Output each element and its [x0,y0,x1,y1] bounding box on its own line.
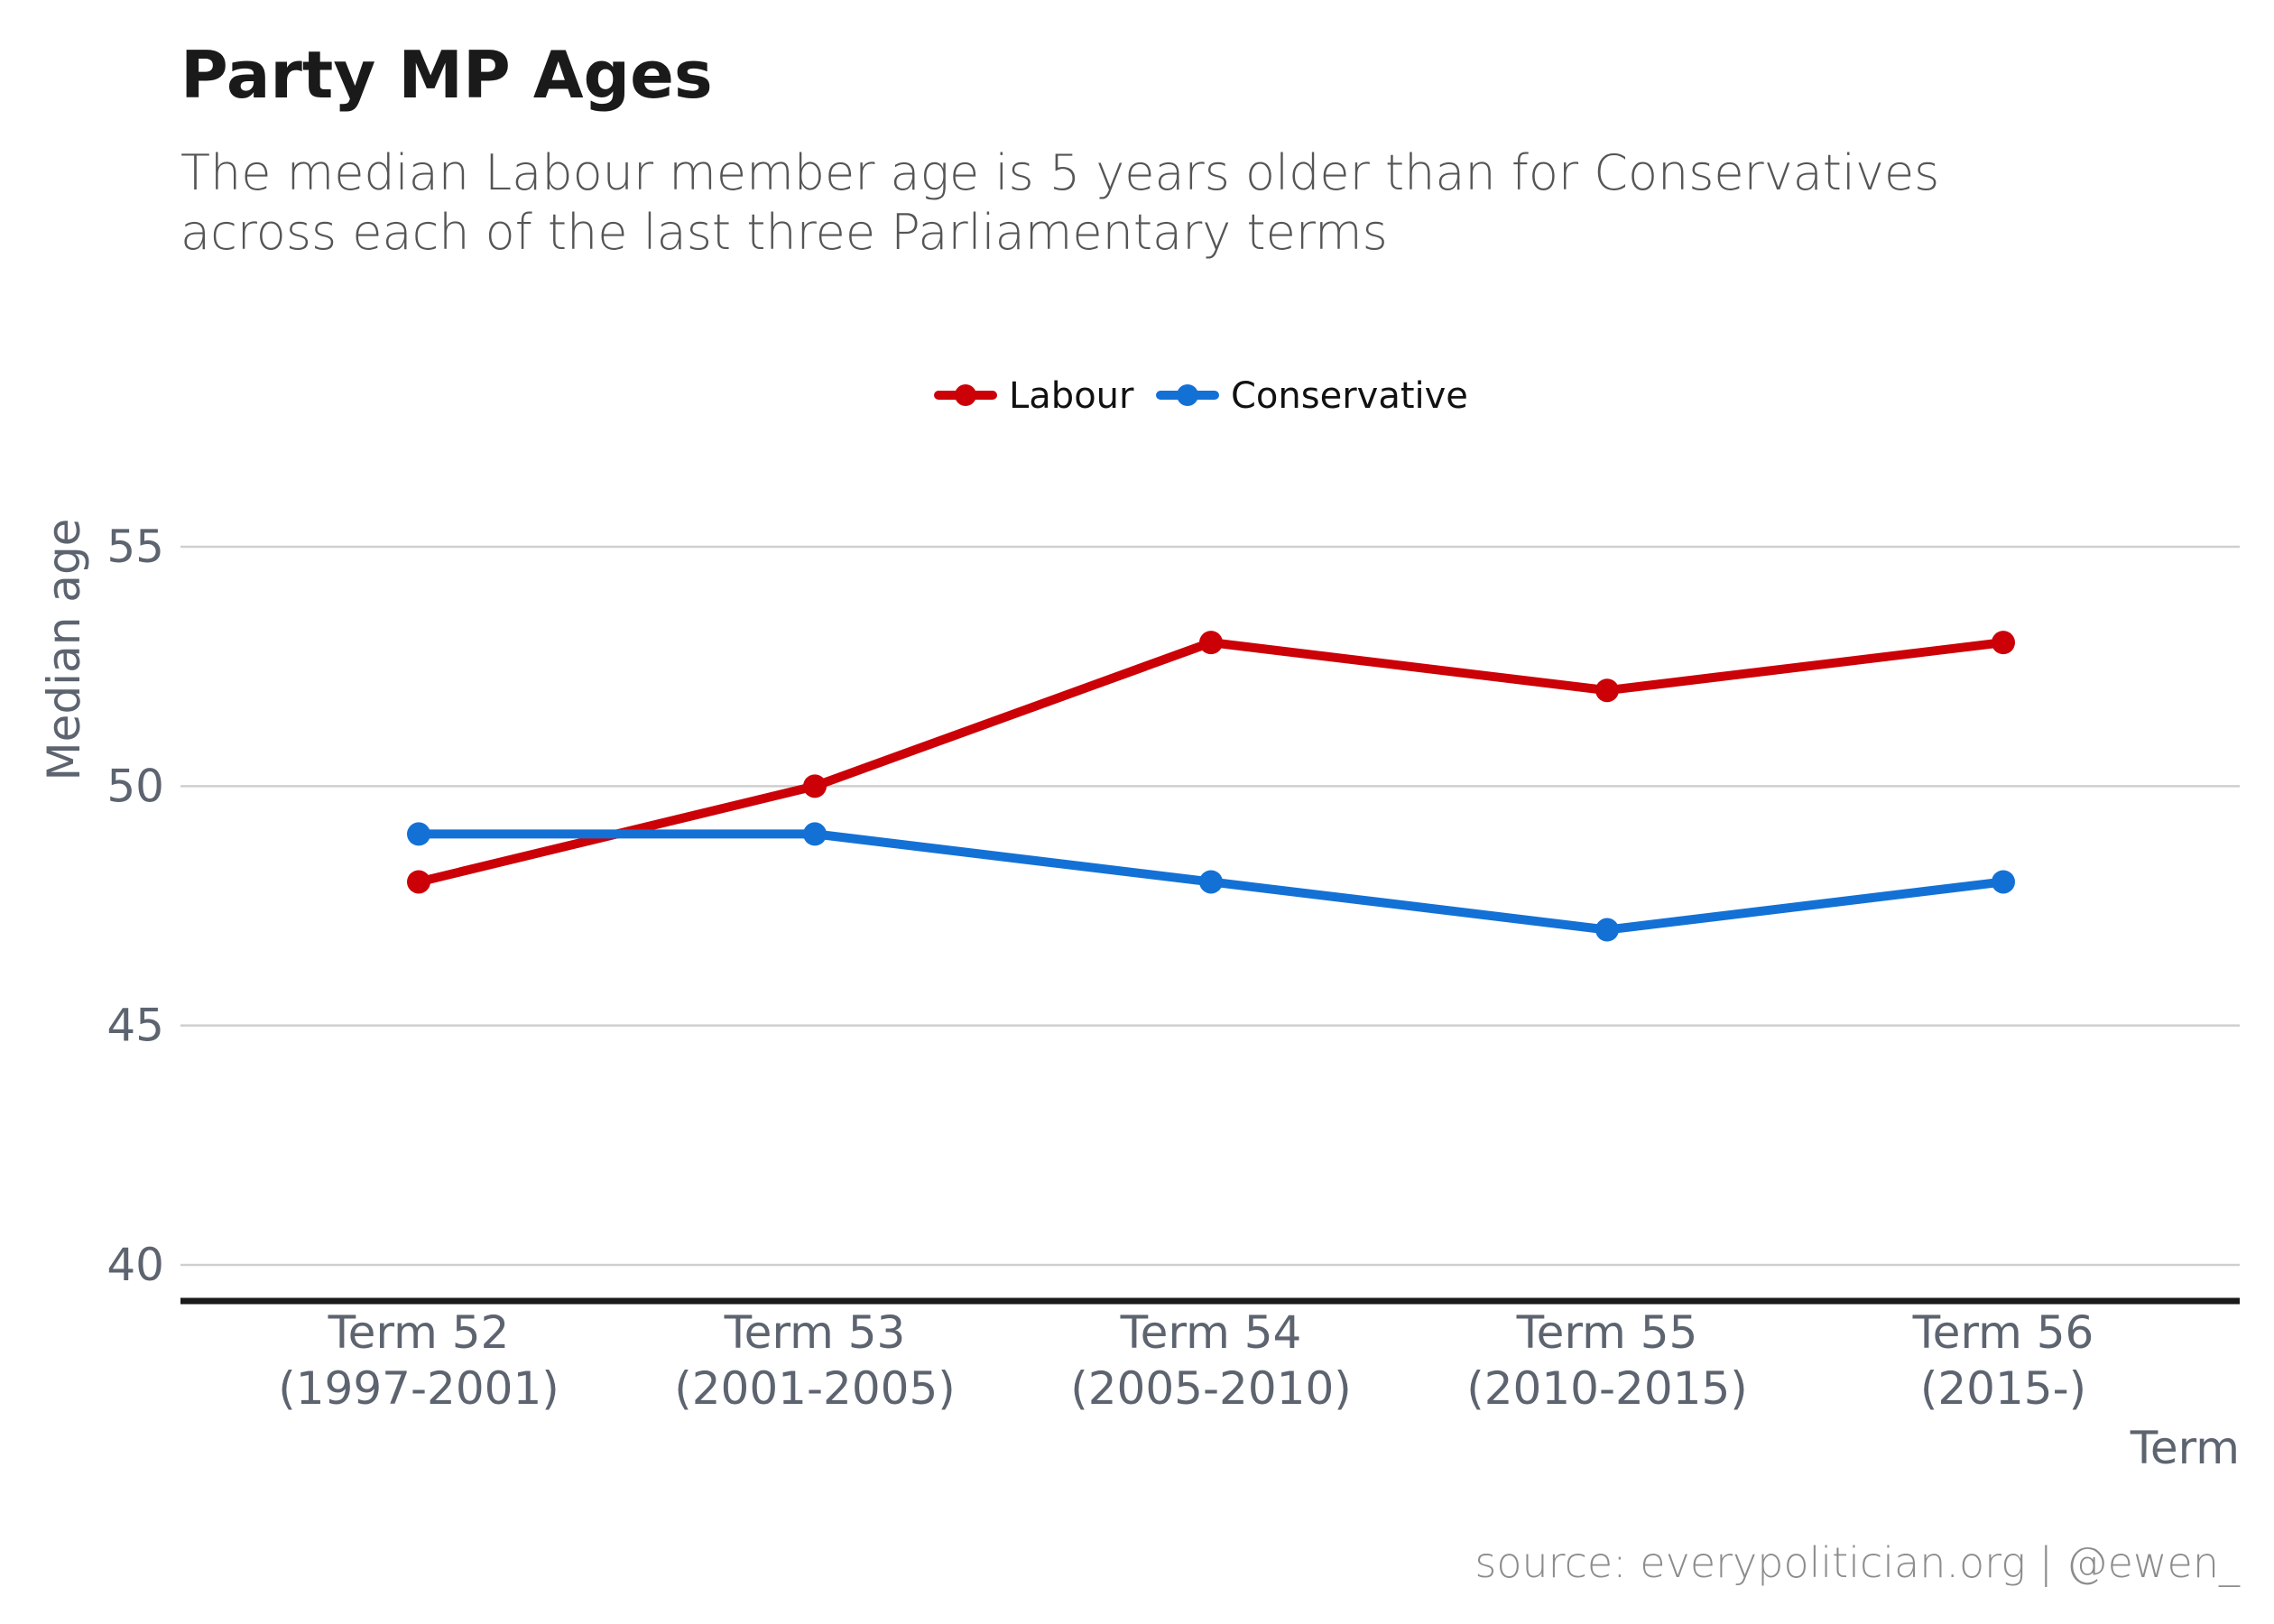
grid [180,545,2240,1267]
x-tick-sublabel: (2005-2010) [1070,1362,1352,1415]
source-credit: source: everypolitician.org | @ewen_ [1474,1538,2241,1588]
y-tick-label: 45 [106,1000,164,1052]
x-axis-title: Term [2130,1422,2240,1474]
x-tick-label: Term 52 [328,1306,510,1359]
data-point-conservative [803,822,827,846]
legend-marker-conservative [1177,384,1198,406]
chart-title: Party MP Ages [180,37,713,113]
legend-marker-labour [955,384,976,406]
data-point-conservative [407,822,430,846]
legend: Labour Conservative [934,375,1468,417]
data-point-labour [1199,631,1223,655]
x-tick-label: Term 54 [1120,1306,1302,1359]
y-tick-label: 40 [106,1239,164,1291]
y-axis-title: Median age [38,519,90,781]
y-axis: 40 45 50 55 [106,521,164,1291]
x-tick-label: Term 55 [1516,1306,1698,1359]
x-tick-sublabel: (1997-2001) [278,1362,559,1415]
data-point-labour [1992,631,2015,655]
data-point-conservative [1595,918,1619,942]
x-tick-label: Term 53 [724,1306,906,1359]
x-tick-sublabel: (2010-2015) [1466,1362,1748,1415]
x-tick-sublabel: (2015-) [1920,1362,2086,1415]
y-tick-label: 55 [106,521,164,573]
chart-subtitle-line-1: The median Labour member age is 5 years … [180,144,1939,201]
x-axis: Term 52(1997-2001) Term 53(2001-2005) Term… [278,1306,2094,1415]
data-point-conservative [1199,870,1223,894]
chart-subtitle-line-2: across each of the last three Parliament… [180,204,1388,261]
legend-label-conservative: Conservative [1231,375,1468,417]
legend-label-labour: Labour [1009,375,1134,417]
series-line-labour [414,638,2008,887]
data-point-conservative [1992,870,2015,894]
x-tick-sublabel: (2001-2005) [674,1362,956,1415]
x-tick-label: Term 56 [1912,1306,2094,1359]
y-tick-label: 50 [106,760,164,812]
data-point-labour [407,870,430,894]
plot-area [407,631,2015,942]
data-point-labour [1595,678,1619,703]
data-point-labour [803,774,827,798]
